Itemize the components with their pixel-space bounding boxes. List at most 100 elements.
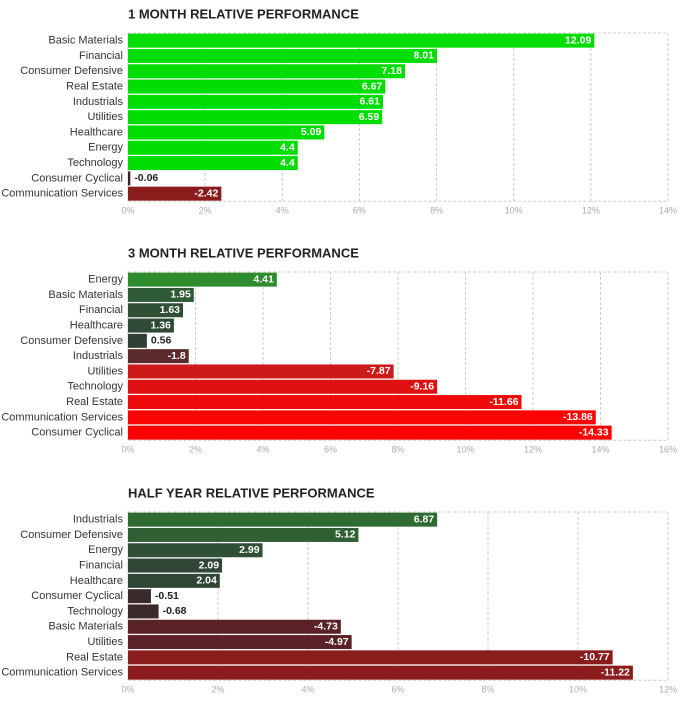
x-tick-label: 4% bbox=[276, 206, 289, 216]
category-label: Real Estate bbox=[66, 651, 123, 663]
category-label: Technology bbox=[67, 157, 123, 169]
value-label: -9.16 bbox=[410, 381, 434, 393]
bar bbox=[128, 527, 359, 542]
bar bbox=[128, 94, 383, 109]
bar bbox=[128, 287, 194, 302]
x-tick-label: 12% bbox=[582, 206, 600, 216]
value-label: 1.95 bbox=[170, 289, 191, 301]
value-label: 4.41 bbox=[253, 273, 274, 285]
value-label: 6.67 bbox=[362, 80, 383, 92]
bar bbox=[128, 395, 522, 410]
x-tick-label: 8% bbox=[481, 685, 494, 695]
category-label: Basic Materials bbox=[48, 289, 123, 301]
category-label: Energy bbox=[88, 274, 123, 286]
category-label: Communication Services bbox=[1, 667, 123, 679]
bar bbox=[128, 619, 341, 634]
category-label: Utilities bbox=[88, 636, 124, 648]
value-label: 12.09 bbox=[565, 34, 591, 46]
x-tick-label: 6% bbox=[353, 206, 366, 216]
x-tick-label: 2% bbox=[189, 445, 202, 455]
category-label: Technology bbox=[67, 381, 123, 393]
x-tick-label: 8% bbox=[430, 206, 443, 216]
x-tick-label: 0% bbox=[121, 685, 134, 695]
value-label: -14.33 bbox=[579, 426, 609, 438]
x-tick-label: 10% bbox=[505, 206, 523, 216]
bar bbox=[128, 140, 298, 155]
value-label: -4.73 bbox=[314, 621, 338, 633]
value-label: 1.36 bbox=[150, 319, 171, 331]
chart-title: 1 MONTH RELATIVE PERFORMANCE bbox=[128, 6, 359, 21]
bar bbox=[128, 558, 223, 573]
bar bbox=[128, 48, 437, 63]
value-label: -13.86 bbox=[563, 411, 593, 423]
category-label: Real Estate bbox=[66, 80, 123, 92]
category-label: Energy bbox=[88, 142, 123, 154]
category-label: Real Estate bbox=[66, 396, 123, 408]
x-tick-label: 14% bbox=[591, 445, 609, 455]
bar bbox=[128, 79, 386, 94]
category-label: Basic Materials bbox=[48, 621, 123, 633]
category-label: Utilities bbox=[88, 111, 124, 123]
x-tick-label: 4% bbox=[301, 685, 314, 695]
value-label: -0.68 bbox=[163, 605, 187, 617]
category-label: Financial bbox=[79, 50, 123, 62]
bar bbox=[128, 318, 174, 333]
x-tick-label: 10% bbox=[456, 445, 474, 455]
chart-title: HALF YEAR RELATIVE PERFORMANCE bbox=[128, 485, 375, 500]
value-label: -2.42 bbox=[194, 187, 218, 199]
value-label: 6.59 bbox=[359, 111, 380, 123]
value-label: -10.77 bbox=[580, 651, 610, 663]
bar bbox=[128, 110, 383, 125]
bar bbox=[128, 573, 220, 588]
bar bbox=[128, 303, 184, 318]
category-label: Healthcare bbox=[70, 575, 123, 587]
value-label: 5.09 bbox=[301, 126, 322, 138]
x-tick-label: 16% bbox=[659, 445, 677, 455]
value-label: 0.56 bbox=[151, 335, 172, 347]
value-label: 7.18 bbox=[382, 65, 403, 77]
category-label: Consumer Cyclical bbox=[31, 590, 123, 602]
x-tick-label: 4% bbox=[256, 445, 269, 455]
bar bbox=[128, 650, 613, 665]
x-tick-label: 2% bbox=[199, 206, 212, 216]
category-label: Financial bbox=[79, 304, 123, 316]
x-tick-label: 2% bbox=[211, 685, 224, 695]
x-tick-label: 12% bbox=[659, 685, 677, 695]
category-label: Consumer Cyclical bbox=[31, 172, 123, 184]
bar bbox=[128, 604, 159, 619]
category-label: Technology bbox=[67, 605, 123, 617]
bar bbox=[128, 171, 131, 186]
bar bbox=[128, 272, 277, 287]
category-label: Consumer Defensive bbox=[20, 529, 123, 541]
value-label: 2.99 bbox=[239, 544, 260, 556]
value-label: 4.4 bbox=[280, 157, 295, 169]
value-label: -1.8 bbox=[168, 350, 186, 362]
bar bbox=[128, 349, 189, 364]
value-label: 6.87 bbox=[414, 513, 435, 525]
bar bbox=[128, 125, 325, 140]
value-label: -0.06 bbox=[134, 172, 158, 184]
bar bbox=[128, 425, 612, 440]
value-label: -0.51 bbox=[155, 590, 179, 602]
category-label: Energy bbox=[88, 544, 123, 556]
x-tick-label: 6% bbox=[324, 445, 337, 455]
category-label: Consumer Cyclical bbox=[31, 427, 123, 439]
bar bbox=[128, 589, 151, 604]
category-label: Industrials bbox=[73, 350, 124, 362]
x-tick-label: 12% bbox=[524, 445, 542, 455]
chart-title: 3 MONTH RELATIVE PERFORMANCE bbox=[128, 245, 359, 260]
value-label: 8.01 bbox=[414, 50, 435, 62]
value-label: -11.66 bbox=[489, 396, 518, 408]
value-label: 1.63 bbox=[160, 304, 181, 316]
x-tick-label: 0% bbox=[121, 206, 134, 216]
value-label: 2.04 bbox=[196, 575, 217, 587]
bar bbox=[128, 186, 222, 201]
category-label: Healthcare bbox=[70, 126, 123, 138]
category-label: Communication Services bbox=[1, 411, 123, 423]
bar bbox=[128, 379, 438, 394]
category-label: Consumer Defensive bbox=[20, 335, 123, 347]
bar bbox=[128, 33, 595, 48]
bar bbox=[128, 410, 596, 425]
category-label: Communication Services bbox=[1, 188, 123, 200]
